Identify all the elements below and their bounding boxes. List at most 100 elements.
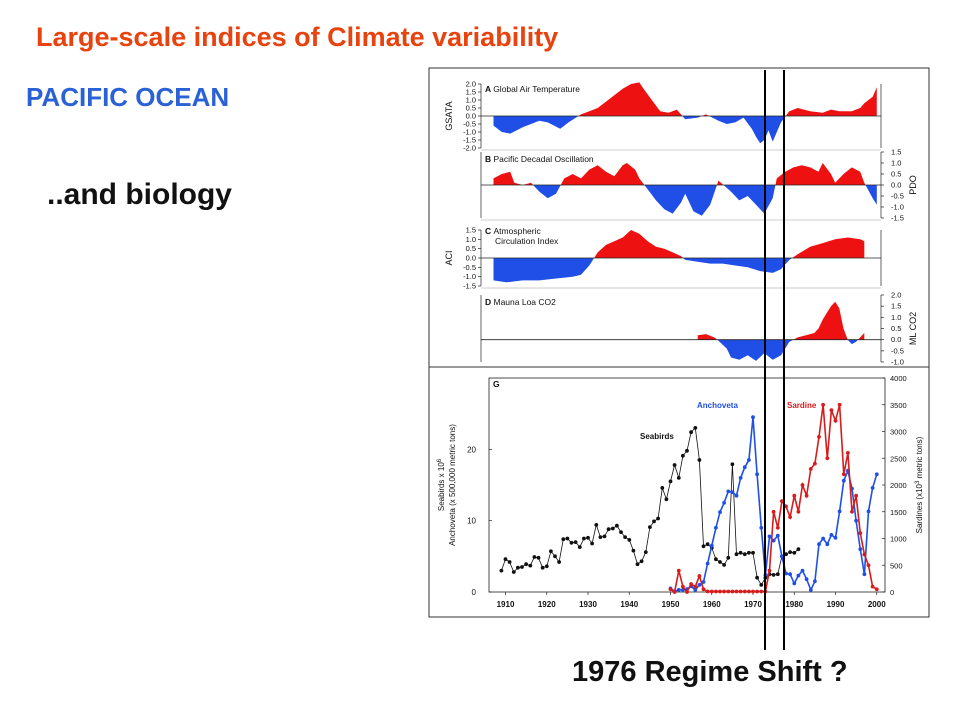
- anchoveta-data-point: [697, 583, 702, 587]
- anchoveta-data-point: [796, 573, 801, 578]
- seabirds-data-point: [544, 564, 549, 569]
- seabirds-data-point: [532, 555, 537, 559]
- regime-shift-caption: 1976 Regime Shift ?: [572, 656, 848, 688]
- anchoveta-data-point: [759, 525, 764, 530]
- seabirds-data-point: [499, 568, 504, 573]
- sardine-data-point: [767, 568, 772, 573]
- sardine-data-point: [862, 552, 867, 557]
- y-tick-label: 1.5: [466, 88, 476, 97]
- anchoveta-data-point: [705, 561, 710, 566]
- left-y-tick-label: 0: [472, 588, 477, 597]
- sardine-data-point: [701, 587, 706, 592]
- anchoveta-data-point: [870, 486, 875, 490]
- x-tick-label: 1980: [785, 600, 803, 609]
- anchoveta-data-point: [821, 536, 825, 541]
- anchoveta-data-point: [837, 509, 842, 514]
- x-tick-label: 2000: [868, 600, 886, 609]
- seabirds-data-point: [639, 559, 644, 564]
- right-y-tick-label: 1500: [890, 508, 907, 517]
- panel-a-positive-area: [493, 82, 877, 116]
- right-y-tick-label: 0: [890, 588, 894, 597]
- sardine-data-point: [808, 467, 813, 471]
- y-tick-label: 0.0: [466, 112, 476, 121]
- panel-b-positive-area: [493, 163, 877, 185]
- sardine-data-point: [854, 493, 858, 498]
- seabirds-data-point: [536, 555, 541, 560]
- y-tick-label: 0.0: [466, 254, 476, 263]
- seabirds-data-point: [557, 560, 561, 564]
- seabirds-data-point: [734, 552, 739, 557]
- seabirds-data-point: [738, 550, 743, 555]
- seabirds-data-point: [577, 545, 582, 549]
- sardine-data-point: [800, 483, 805, 487]
- y-tick-label: 2.0: [891, 291, 901, 300]
- panel-c: 1.51.00.50.0-0.5-1.0-1.5 ACI C Atmospheric…: [444, 226, 882, 291]
- panel-g-left-axis-label-1: Seabirds x 106: [437, 458, 446, 511]
- y-tick-label: -1.0: [463, 128, 476, 137]
- y-tick-label: 0.5: [891, 324, 901, 333]
- sardine-data-point: [850, 509, 854, 514]
- sardine-data-point: [759, 589, 764, 594]
- y-tick-label: 0.5: [466, 104, 476, 113]
- seabirds-data-point: [615, 523, 619, 528]
- sardine-annotation: Sardine: [787, 401, 817, 410]
- seabirds-data-point: [569, 540, 574, 545]
- panel-a-title: A Global Air Temperature: [485, 84, 580, 94]
- panel-c-title: C Atmospheric: [485, 226, 541, 236]
- y-tick-label: 0.5: [466, 244, 476, 253]
- anchoveta-data-point: [734, 493, 739, 498]
- seabirds-data-point: [648, 525, 652, 529]
- panel-c-positive-area: [493, 230, 865, 258]
- sardine-data-point: [714, 589, 718, 594]
- panel-b-negative-area: [493, 185, 877, 216]
- anchoveta-data-point: [829, 533, 834, 537]
- seabirds-data-point: [582, 536, 586, 541]
- sardine-data-point: [784, 504, 788, 509]
- seabirds-data-point: [714, 557, 718, 562]
- y-tick-label: 2.0: [466, 80, 476, 89]
- y-tick-label: 1.5: [466, 226, 476, 235]
- sardine-data-point: [796, 509, 801, 514]
- sardine-data-point: [697, 574, 702, 578]
- anchoveta-data-point: [714, 525, 718, 530]
- seabirds-data-point: [784, 552, 788, 557]
- y-tick-label: -0.5: [891, 192, 904, 201]
- seabirds-data-point: [788, 550, 792, 554]
- anchoveta-data-point: [676, 588, 681, 592]
- seabirds-data-point: [747, 550, 751, 555]
- right-y-tick-label: 4000: [890, 374, 907, 383]
- seabirds-data-point: [796, 547, 801, 552]
- slide-title: Large-scale indices of Climate variabili…: [36, 22, 559, 52]
- sardine-data-point: [874, 587, 879, 592]
- anchoveta-data-point: [775, 533, 780, 538]
- sardine-data-point: [718, 589, 722, 594]
- anchoveta-data-point: [804, 577, 809, 582]
- panel-c-axis-label: ACI: [444, 250, 454, 265]
- x-tick-label: 1950: [662, 600, 680, 609]
- y-tick-label: -1.0: [463, 272, 476, 281]
- seabirds-data-point: [627, 538, 632, 542]
- sardine-data-point: [833, 418, 838, 423]
- y-tick-label: 1.0: [891, 159, 901, 168]
- sardine-data-point: [722, 589, 726, 594]
- seabirds-data-point: [652, 519, 656, 524]
- seabirds-data-point: [689, 430, 693, 435]
- seabirds-annotation: Seabirds: [640, 432, 674, 441]
- anchoveta-data-point: [858, 547, 863, 552]
- anchoveta-data-point: [780, 554, 784, 559]
- y-tick-label: -2.0: [463, 144, 476, 153]
- seabirds-data-point: [742, 552, 747, 557]
- y-tick-label: 1.0: [466, 235, 476, 244]
- panel-g-right-axis-label: Sardines (x103 metric tons): [915, 436, 924, 533]
- sardine-data-point: [751, 589, 755, 594]
- anchoveta-annotation: Anchoveta: [697, 401, 738, 410]
- figure-frame: [428, 67, 930, 618]
- sardine-data-point: [747, 589, 751, 594]
- sardine-data-point: [829, 408, 834, 412]
- anchoveta-data-point: [784, 571, 788, 576]
- y-tick-label: -0.5: [463, 263, 476, 272]
- anchoveta-data-point: [767, 534, 772, 539]
- seabirds-data-point: [697, 458, 702, 462]
- seabirds-data-point: [681, 453, 685, 458]
